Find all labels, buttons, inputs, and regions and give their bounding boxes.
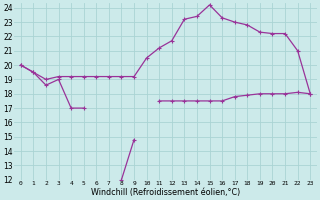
X-axis label: Windchill (Refroidissement éolien,°C): Windchill (Refroidissement éolien,°C): [91, 188, 240, 197]
